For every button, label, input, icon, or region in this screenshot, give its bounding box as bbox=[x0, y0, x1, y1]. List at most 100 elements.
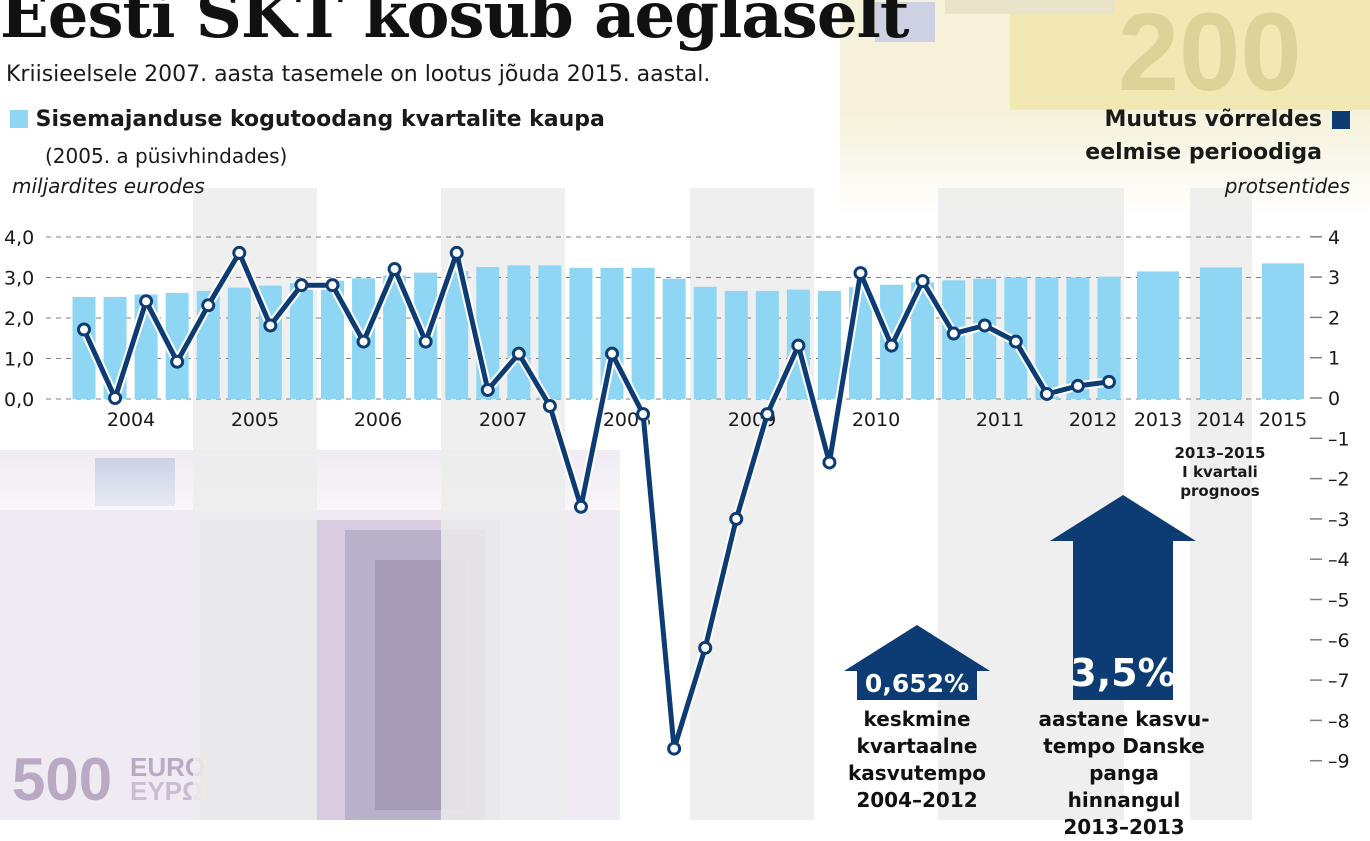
right-axis-tick-label: 3 bbox=[1328, 267, 1340, 289]
right-axis-tick-label: –9 bbox=[1328, 751, 1350, 773]
x-axis-label-2011: 2011 bbox=[976, 409, 1024, 431]
gdp-bar bbox=[1066, 277, 1090, 399]
change-point bbox=[977, 318, 992, 333]
banknote-500-euro: EURO bbox=[130, 752, 205, 782]
right-axis-tick-label: –1 bbox=[1328, 428, 1350, 450]
legend-right-label-2: eelmise perioodiga bbox=[1085, 140, 1322, 165]
left-axis-tick-label: 3,0 bbox=[4, 268, 34, 290]
gdp-forecast-bar bbox=[1262, 263, 1304, 399]
small-caption-line-1: keskmine bbox=[863, 707, 971, 731]
right-axis-tick-label: –7 bbox=[1328, 670, 1350, 692]
gdp-bar bbox=[320, 280, 344, 399]
change-point bbox=[791, 338, 806, 353]
change-point bbox=[294, 278, 309, 293]
right-axis-tick-label: –5 bbox=[1328, 590, 1350, 612]
small-caption-line-3: kasvutempo bbox=[848, 761, 986, 785]
x-axis-label-2006: 2006 bbox=[354, 409, 402, 431]
change-point bbox=[853, 266, 868, 281]
change-point bbox=[418, 334, 433, 349]
x-axis-label-2005: 2005 bbox=[231, 409, 279, 431]
change-point bbox=[636, 407, 651, 422]
forecast-note-line-1: 2013–2015 bbox=[1174, 444, 1266, 462]
legend-left-label: Sisemajanduse kogutoodang kvartalite kau… bbox=[35, 107, 605, 132]
change-point bbox=[884, 338, 899, 353]
change-point bbox=[542, 399, 557, 414]
x-axis-label-2015: 2015 bbox=[1259, 409, 1307, 431]
change-point bbox=[573, 499, 588, 514]
legend-right-line2: eelmise perioodiga bbox=[1085, 140, 1322, 165]
left-axis-tick-label: 1,0 bbox=[4, 349, 34, 371]
change-point bbox=[232, 245, 247, 260]
change-point bbox=[480, 382, 495, 397]
big-growth-arrow bbox=[1050, 495, 1196, 700]
gdp-bar bbox=[724, 290, 748, 399]
gdp-bar bbox=[693, 286, 717, 399]
legend-left: Sisemajanduse kogutoodang kvartalite kau… bbox=[10, 107, 605, 132]
big-caption-line-2: tempo Danske bbox=[1043, 734, 1205, 758]
x-axis-label-2013: 2013 bbox=[1134, 409, 1182, 431]
gdp-forecast-bar bbox=[1137, 271, 1179, 399]
change-point bbox=[325, 278, 340, 293]
small-growth-arrow bbox=[844, 625, 990, 700]
right-axis-tick-label: –2 bbox=[1328, 469, 1350, 491]
change-point bbox=[1039, 386, 1054, 401]
change-point bbox=[108, 391, 123, 405]
banknote-200-decoration: 200 bbox=[840, 0, 1370, 215]
x-axis-label-2014: 2014 bbox=[1197, 409, 1245, 431]
banknote-500-evro: EYPΩ bbox=[130, 776, 203, 806]
forecast-note-line-2: I kvartali bbox=[1182, 463, 1258, 481]
year-band-2009 bbox=[690, 188, 814, 820]
left-axis-tick-label: 2,0 bbox=[4, 308, 34, 330]
change-point bbox=[760, 407, 775, 422]
x-axis-label-2007: 2007 bbox=[479, 409, 527, 431]
gdp-bar bbox=[973, 278, 997, 399]
big-arrow-caption: aastane kasvu- tempo Danske panga hinnan… bbox=[1032, 706, 1216, 841]
gdp-bar bbox=[569, 267, 593, 399]
gdp-bar bbox=[1035, 277, 1059, 399]
legend-bar-swatch bbox=[10, 110, 28, 128]
forecast-note: 2013–2015 I kvartali prognoos bbox=[1160, 444, 1280, 501]
change-point bbox=[77, 322, 91, 337]
x-axis-label-2010: 2010 bbox=[852, 409, 900, 431]
change-point bbox=[946, 326, 961, 341]
small-caption-line-4: 2004–2012 bbox=[856, 788, 978, 812]
change-point bbox=[139, 294, 154, 309]
change-point bbox=[387, 262, 402, 277]
gdp-bar bbox=[1097, 276, 1121, 399]
change-point bbox=[822, 455, 837, 470]
left-axis-tick-label: 4,0 bbox=[4, 227, 34, 249]
gdp-bar bbox=[72, 296, 96, 399]
gdp-bar bbox=[817, 290, 841, 399]
big-caption-line-4: 2013–2013 bbox=[1063, 815, 1185, 839]
gdp-bar bbox=[165, 292, 189, 399]
legend-line-swatch bbox=[1332, 111, 1350, 129]
small-arrow-value: 0,652% bbox=[865, 669, 969, 698]
gdp-bar bbox=[227, 287, 251, 399]
change-line bbox=[81, 250, 1110, 752]
change-point bbox=[263, 318, 278, 333]
banknote-200-digits: 200 bbox=[1118, 0, 1302, 114]
change-point bbox=[511, 346, 526, 361]
change-point bbox=[356, 334, 371, 349]
right-axis-tick-label: 4 bbox=[1328, 227, 1340, 249]
right-axis-tick-label: 2 bbox=[1328, 307, 1340, 329]
legend-left-note: (2005. a püsivhindades) bbox=[45, 144, 288, 168]
gdp-bar bbox=[662, 278, 686, 399]
gdp-bar bbox=[755, 290, 779, 399]
right-axis-tick-label: –3 bbox=[1328, 509, 1350, 531]
legend-right-label-1: Muutus võrreldes bbox=[1104, 107, 1322, 132]
change-point bbox=[667, 741, 682, 756]
x-axis-label-2004: 2004 bbox=[107, 409, 155, 431]
change-point bbox=[1070, 378, 1085, 393]
page-subtitle: Kriisieelsele 2007. aasta tasemele on lo… bbox=[6, 62, 711, 87]
left-axis-unit: miljardites eurodes bbox=[12, 174, 205, 198]
change-point bbox=[201, 298, 216, 313]
change-point bbox=[915, 274, 930, 289]
big-caption-line-3: panga hinnangul bbox=[1067, 761, 1181, 812]
gdp-bar bbox=[911, 282, 935, 399]
gdp-bar bbox=[289, 283, 313, 399]
right-axis-tick-label: 1 bbox=[1328, 348, 1340, 370]
small-arrow-caption: keskmine kvartaalne kasvutempo 2004–2012 bbox=[838, 706, 996, 814]
big-caption-line-1: aastane kasvu- bbox=[1038, 707, 1210, 731]
page-title: Eesti SKT kosub aeglaselt bbox=[0, 0, 909, 53]
